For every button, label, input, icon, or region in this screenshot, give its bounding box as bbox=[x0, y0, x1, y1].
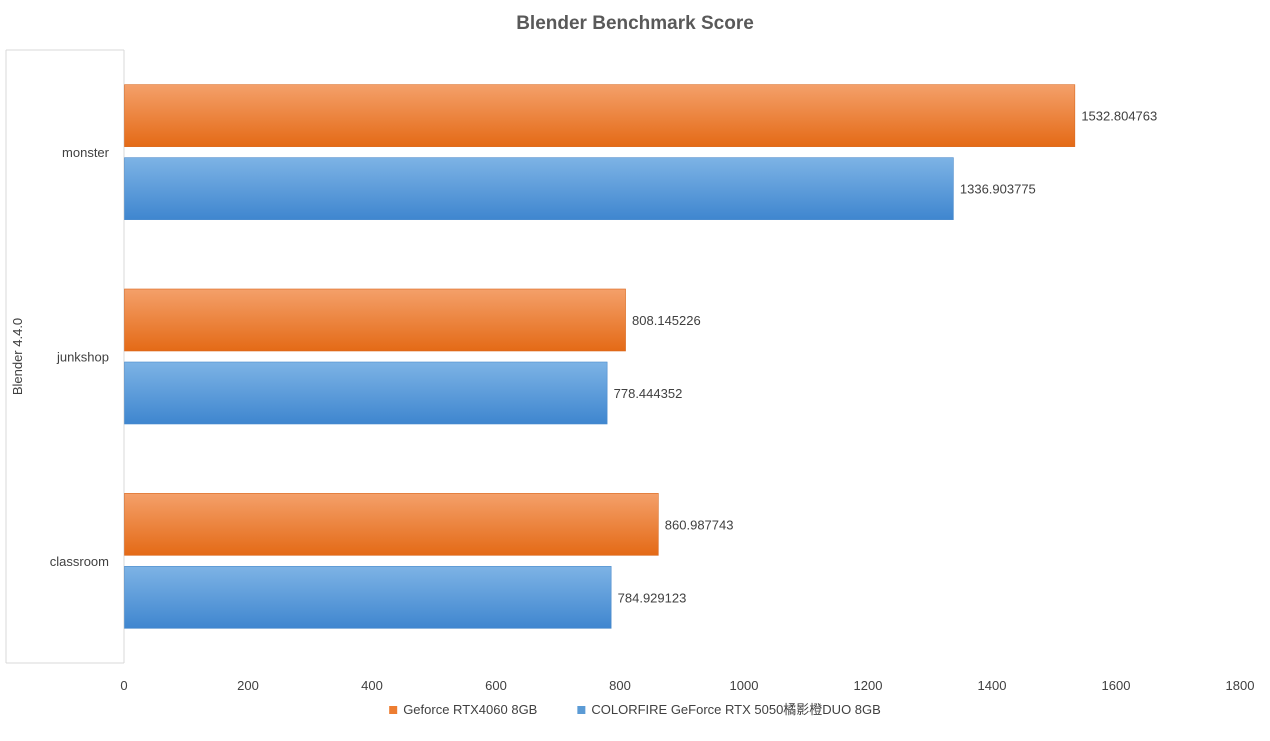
x-tick-label: 1400 bbox=[978, 678, 1007, 693]
x-tick-label: 1600 bbox=[1102, 678, 1131, 693]
data-label: 784.929123 bbox=[618, 590, 687, 605]
labels: monster 1532.804763 1336.903775 junkshop 808… bbox=[50, 109, 1158, 606]
bar-series-2-classroom bbox=[124, 566, 612, 629]
bar-series-1-junkshop bbox=[124, 288, 626, 352]
legend-label-2: COLORFIRE GeForce RTX 5050橘影橙DUO 8GB bbox=[591, 702, 880, 717]
x-tick-label: 1000 bbox=[730, 678, 759, 693]
x-tick-label: 600 bbox=[485, 678, 507, 693]
legend-label-1: Geforce RTX4060 8GB bbox=[403, 702, 537, 717]
x-tick-label: 0 bbox=[120, 678, 127, 693]
legend-swatch-1 bbox=[389, 706, 398, 714]
x-tick-label: 200 bbox=[237, 678, 259, 693]
legend: Geforce RTX4060 8GB COLORFIRE GeForce RTX… bbox=[389, 702, 881, 717]
category-label: monster bbox=[62, 145, 110, 160]
data-label: 1532.804763 bbox=[1081, 109, 1157, 124]
bar-series-1-monster bbox=[124, 84, 1076, 147]
axes: Blender 4.4.0 0 200 400 600 800 1000 1200 1400 16… bbox=[5, 49, 1255, 693]
data-label: 860.987743 bbox=[665, 517, 734, 532]
bars bbox=[124, 84, 1076, 629]
x-tick-label: 800 bbox=[609, 678, 631, 693]
x-tick-label: 400 bbox=[361, 678, 383, 693]
group-axis-label: Blender 4.4.0 bbox=[10, 318, 25, 395]
bar-series-1-classroom bbox=[124, 493, 659, 556]
chart-title: Blender Benchmark Score bbox=[516, 13, 754, 34]
data-label: 778.444352 bbox=[614, 386, 683, 401]
data-label: 808.145226 bbox=[632, 313, 701, 328]
x-tick-label: 1800 bbox=[1226, 678, 1255, 693]
legend-swatch-2 bbox=[577, 706, 586, 714]
data-label: 1336.903775 bbox=[960, 182, 1036, 197]
bar-series-2-junkshop bbox=[124, 361, 608, 425]
category-label: classroom bbox=[50, 554, 109, 569]
x-tick-label: 1200 bbox=[854, 678, 883, 693]
bar-series-2-monster bbox=[124, 157, 954, 220]
category-label: junkshop bbox=[56, 350, 109, 365]
